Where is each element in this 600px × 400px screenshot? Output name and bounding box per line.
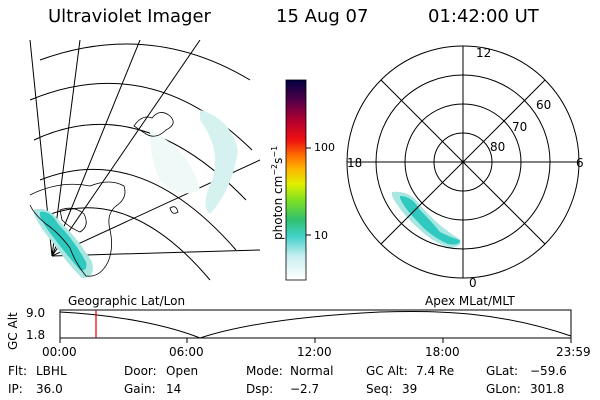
mlt-label-12: 12 <box>476 46 492 60</box>
gcalt-value: 7.4 Re <box>416 364 455 378</box>
alt-xtick-3: 18:00 <box>425 345 460 359</box>
mlt-label-18: 18 <box>347 156 363 170</box>
glat-label: GLat: <box>486 364 519 378</box>
seq-value: 39 <box>402 382 418 396</box>
instrument-title: Ultraviolet Imager <box>48 6 211 27</box>
ip-label: IP: <box>8 382 23 396</box>
gain-label: Gain: <box>124 382 156 396</box>
geographic-map <box>29 40 260 281</box>
lat-label-80: 80 <box>490 140 506 154</box>
polar-plot <box>346 45 580 279</box>
gain-value: 14 <box>166 382 182 396</box>
alt-ymin: 1.8 <box>26 328 46 342</box>
lat-label-70: 70 <box>512 120 528 134</box>
door-label: Door: <box>124 364 157 378</box>
alt-axis-label: GC Alt <box>6 312 20 350</box>
glat-value: −59.6 <box>530 364 567 378</box>
time-label: 01:42:00 UT <box>428 6 539 27</box>
aurora-left <box>34 110 238 278</box>
glon-label: GLon: <box>486 382 521 396</box>
alt-xtick-4: 23:59 <box>556 345 591 359</box>
door-value: Open <box>166 364 199 378</box>
alt-xtick-0: 00:00 <box>42 345 77 359</box>
gcalt-label: GC Alt: <box>366 364 408 378</box>
geographic-caption: Geographic Lat/Lon <box>68 294 186 308</box>
altitude-curve <box>59 310 572 339</box>
mlt-label-6: 6 <box>576 156 584 170</box>
alt-xtick-1: 06:00 <box>169 345 204 359</box>
colorbar-ticks <box>306 147 311 236</box>
ip-value: 36.0 <box>36 382 63 396</box>
seq-label: Seq: <box>366 382 393 396</box>
altitude-plot <box>59 309 572 343</box>
date-label: 15 Aug 07 <box>276 6 369 27</box>
colorbar-tick-100: 100 <box>314 141 335 154</box>
dsp-value: −2.7 <box>290 382 320 396</box>
colorbar-tick-10: 10 <box>314 229 328 242</box>
coastlines <box>29 112 179 277</box>
dsp-label: Dsp: <box>246 382 274 396</box>
mode-label: Mode: <box>246 364 283 378</box>
mode-value: Normal <box>290 364 334 378</box>
mlt-label-0: 0 <box>469 276 477 290</box>
colorbar <box>285 79 307 281</box>
lat-label-60: 60 <box>536 98 552 112</box>
flt-label: Flt: <box>8 364 27 378</box>
flt-value: LBHL <box>36 364 67 378</box>
polar-caption: Apex MLat/MLT <box>425 294 515 308</box>
alt-ymax: 9.0 <box>26 306 46 320</box>
colorbar-unit: photon cm−2s−1 <box>270 145 285 240</box>
alt-xtick-2: 12:00 <box>297 345 332 359</box>
glon-value: 301.8 <box>530 382 565 396</box>
